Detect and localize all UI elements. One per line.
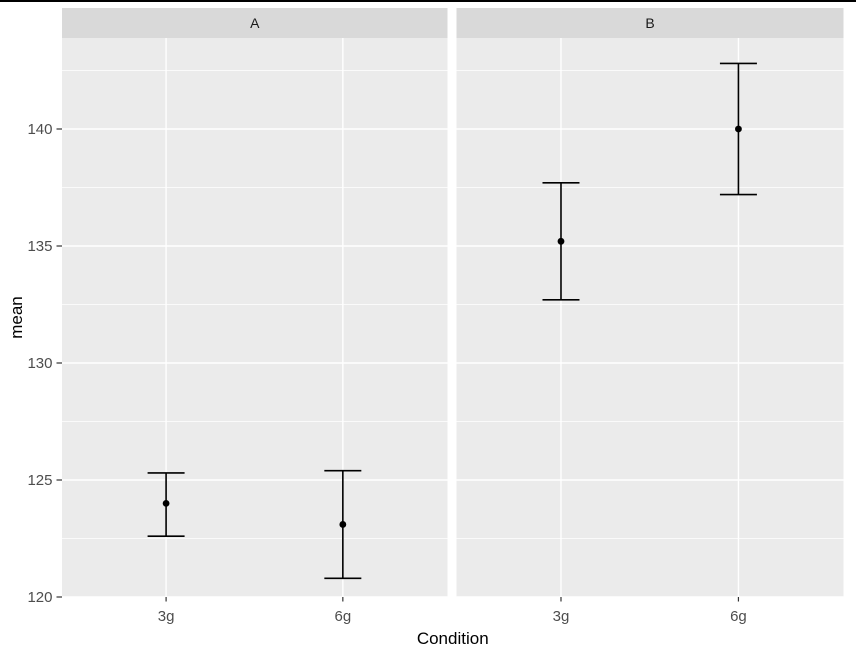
x-axis-title: Condition: [417, 629, 489, 648]
y-tick-label-130: 130: [27, 355, 52, 372]
window-top-border: [0, 0, 856, 2]
facet-strip-a: [62, 8, 448, 38]
mean-point-a-3g: [162, 500, 170, 507]
x-tick-label-b-6g: 6g: [730, 608, 747, 625]
y-tick-label-120: 120: [27, 589, 52, 606]
panel-a-background: [62, 38, 448, 597]
y-tick-label-135: 135: [27, 238, 52, 255]
x-tick-label-a-3g: 3g: [158, 608, 175, 625]
mean-point-a-6g: [339, 521, 347, 528]
y-axis-title: mean: [7, 296, 26, 339]
panel-b-background: [456, 38, 844, 597]
facet-strip-b: [456, 8, 844, 38]
facet-strip-label-b: B: [645, 15, 654, 31]
y-tick-label-125: 125: [27, 472, 52, 489]
y-tick-label-140: 140: [27, 121, 52, 138]
mean-point-b-3g: [557, 237, 565, 245]
x-tick-label-b-3g: 3g: [553, 608, 570, 625]
facet-strip-label-a: A: [250, 15, 260, 31]
mean-point-b-6g: [735, 125, 742, 133]
x-tick-label-a-6g: 6g: [334, 608, 351, 625]
